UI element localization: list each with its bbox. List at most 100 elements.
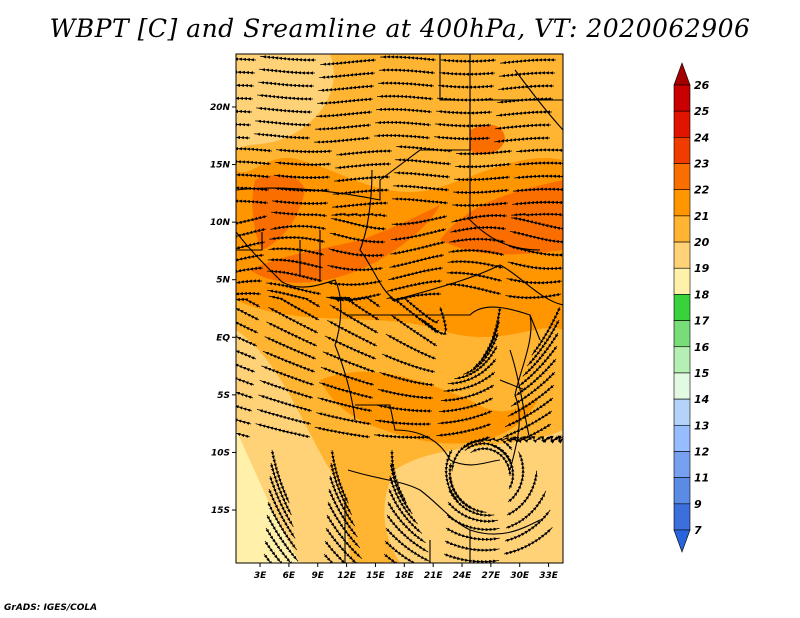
colorbar-label: 18 — [694, 288, 710, 301]
colorbar-band — [673, 189, 691, 217]
streamline — [549, 436, 563, 462]
colorbar-label: 12 — [694, 445, 710, 458]
map-axes: 20N 15N 10N 5N EQ 5S 10S 15S 3E 6E 9E 12E 15E 18E 21E 2… — [210, 103, 559, 581]
border-chad — [359, 169, 396, 301]
streamline — [445, 527, 500, 542]
streamline — [391, 214, 448, 226]
streamline — [270, 224, 327, 231]
streamline — [317, 97, 374, 105]
colorbar-band — [673, 163, 691, 191]
red-sea-coast — [514, 69, 563, 131]
streamline — [566, 479, 592, 528]
streamline — [335, 162, 391, 170]
streamline — [236, 186, 270, 192]
streamline — [236, 83, 255, 89]
colorbar-band — [673, 215, 691, 243]
colorbar-label: 20 — [694, 236, 710, 249]
lat-label: 10S — [211, 448, 230, 458]
streamline — [314, 426, 371, 439]
colorbar: 26 25 24 23 22 21 20 19 18 17 16 15 14 13 12 11 9 7 — [673, 62, 710, 553]
streamline — [389, 253, 445, 268]
streamline — [514, 174, 563, 180]
streamline — [443, 553, 500, 563]
streamline — [438, 84, 495, 89]
streamline — [236, 240, 266, 255]
streamline — [495, 123, 551, 130]
streamline — [454, 175, 511, 182]
streamline — [236, 214, 268, 228]
streamline — [392, 197, 449, 205]
streamline — [318, 84, 375, 92]
streamline — [447, 259, 504, 270]
colorbar-label: 16 — [694, 341, 710, 354]
colorbar-band — [673, 110, 691, 138]
streamline — [376, 404, 432, 413]
streamline — [393, 184, 450, 192]
streamline — [319, 382, 374, 400]
streamline — [332, 201, 389, 209]
streamline — [236, 70, 256, 76]
streamline — [446, 271, 503, 283]
colorbar-band — [673, 241, 691, 269]
lon-label: 21E — [424, 571, 444, 581]
streamline — [444, 540, 500, 552]
lat-label: 5N — [216, 276, 230, 286]
colorbar-bottom-triangle — [673, 529, 691, 553]
colorbar-label: 25 — [694, 105, 710, 118]
colorbar-label: 13 — [694, 419, 710, 432]
lon-label: 12E — [337, 571, 357, 581]
streamline — [257, 93, 313, 101]
streamline — [275, 161, 332, 167]
streamline — [387, 279, 443, 292]
lon-label: 15E — [366, 571, 386, 581]
streamline — [456, 149, 513, 156]
border-south — [344, 500, 471, 563]
streamline — [272, 199, 329, 206]
colorbar-top-triangle — [673, 62, 691, 86]
colorbar-band — [673, 503, 691, 531]
lon-label: 18E — [395, 571, 415, 581]
colorbar-label: 26 — [694, 79, 710, 92]
streamline — [263, 553, 300, 563]
streamline — [437, 410, 493, 425]
colorbar-band — [673, 398, 691, 426]
streamline — [445, 282, 502, 296]
streamline — [236, 421, 251, 439]
streamline — [236, 199, 269, 205]
colorbar-band — [673, 424, 691, 452]
streamline — [334, 175, 390, 183]
streamline — [388, 266, 444, 281]
streamline — [496, 110, 552, 117]
streamline — [328, 248, 385, 258]
streamline — [236, 122, 252, 128]
streamline — [268, 247, 325, 257]
colorbar-label: 9 — [694, 498, 702, 511]
streamline — [255, 423, 311, 439]
streamline — [494, 136, 550, 143]
colorbar-band — [673, 477, 691, 505]
lon-label: 9E — [312, 571, 325, 581]
lon-label: 6E — [283, 571, 296, 581]
streamline — [395, 158, 452, 166]
streamline — [507, 261, 563, 271]
streamline — [236, 279, 263, 290]
streamline — [510, 231, 563, 244]
border-coastal-states — [299, 230, 321, 282]
lat-label: 5S — [217, 391, 230, 401]
streamline — [319, 71, 376, 79]
streamline — [258, 394, 313, 413]
border-east-coast — [509, 314, 532, 471]
streamline — [254, 132, 311, 140]
streamline — [455, 162, 512, 169]
streamline — [565, 495, 596, 541]
streamline — [316, 110, 373, 118]
streamline — [567, 463, 587, 515]
streamline — [331, 212, 388, 218]
streamline — [320, 366, 375, 386]
streamline — [276, 148, 333, 154]
streamline — [394, 171, 451, 179]
streamline — [314, 136, 371, 144]
streamline — [451, 213, 508, 223]
streamline — [236, 135, 251, 141]
